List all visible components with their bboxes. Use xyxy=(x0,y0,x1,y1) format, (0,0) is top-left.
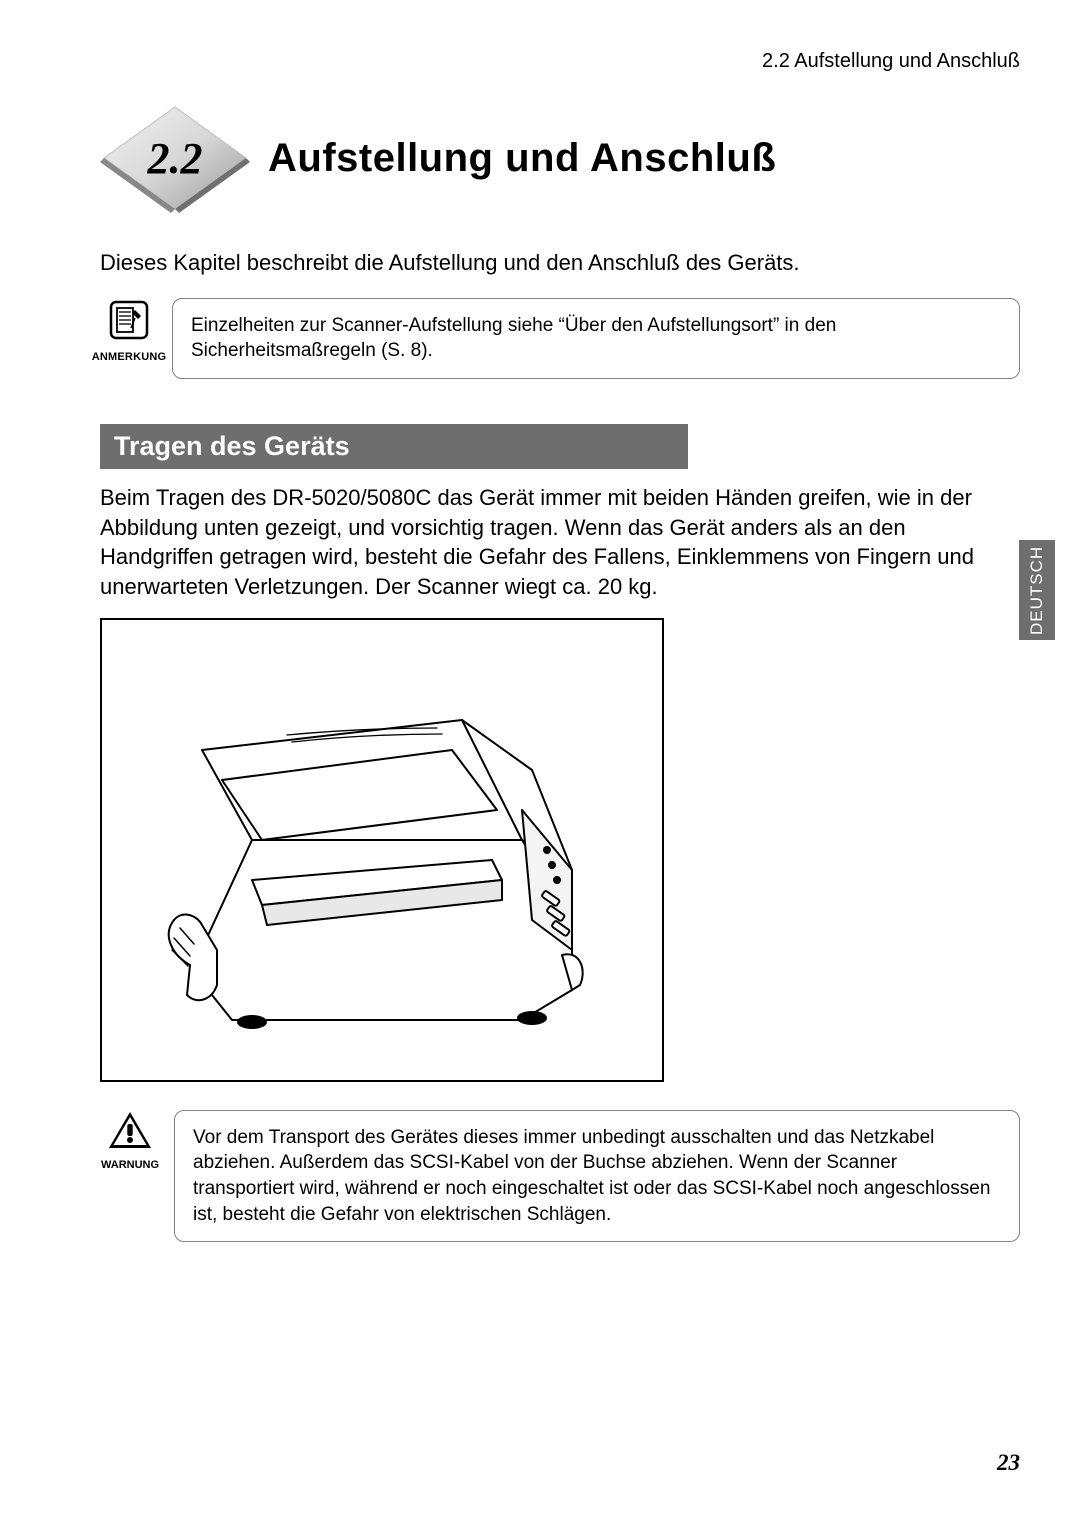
running-header: 2.2 Aufstellung und Anschluß xyxy=(100,50,1020,73)
svg-text:2.2: 2.2 xyxy=(147,134,203,183)
note-label: ANMERKUNG xyxy=(92,351,167,363)
chapter-title-row: 2.2 Aufstellung und Anschluß xyxy=(100,103,1020,213)
intro-paragraph: Dieses Kapitel beschreibt die Aufstellun… xyxy=(100,248,1020,278)
warning-label: WARNUNG xyxy=(101,1159,159,1171)
language-tab: DEUTSCH xyxy=(1019,540,1055,640)
page: 2.2 Aufstellung und Anschluß 2.2 Aufstel… xyxy=(0,0,1080,1526)
chapter-title: Aufstellung und Anschluß xyxy=(268,136,776,181)
section-heading: Tragen des Geräts xyxy=(100,424,688,469)
note-callout: ANMERKUNG Einzelheiten zur Scanner-Aufst… xyxy=(100,298,1020,379)
note-icon xyxy=(107,298,151,347)
chapter-number-badge: 2.2 xyxy=(100,103,250,213)
note-icon-column: ANMERKUNG xyxy=(100,298,158,363)
warning-icon xyxy=(107,1110,153,1155)
page-number: 23 xyxy=(997,1450,1020,1476)
scanner-figure xyxy=(100,618,664,1082)
warning-callout: WARNUNG Vor dem Transport des Gerätes di… xyxy=(100,1110,1020,1243)
warning-text: Vor dem Transport des Gerätes dieses imm… xyxy=(174,1110,1020,1243)
warning-icon-column: WARNUNG xyxy=(100,1110,160,1171)
note-text: Einzelheiten zur Scanner-Aufstellung sie… xyxy=(172,298,1020,379)
section-paragraph: Beim Tragen des DR-5020/5080C das Gerät … xyxy=(100,483,1020,602)
